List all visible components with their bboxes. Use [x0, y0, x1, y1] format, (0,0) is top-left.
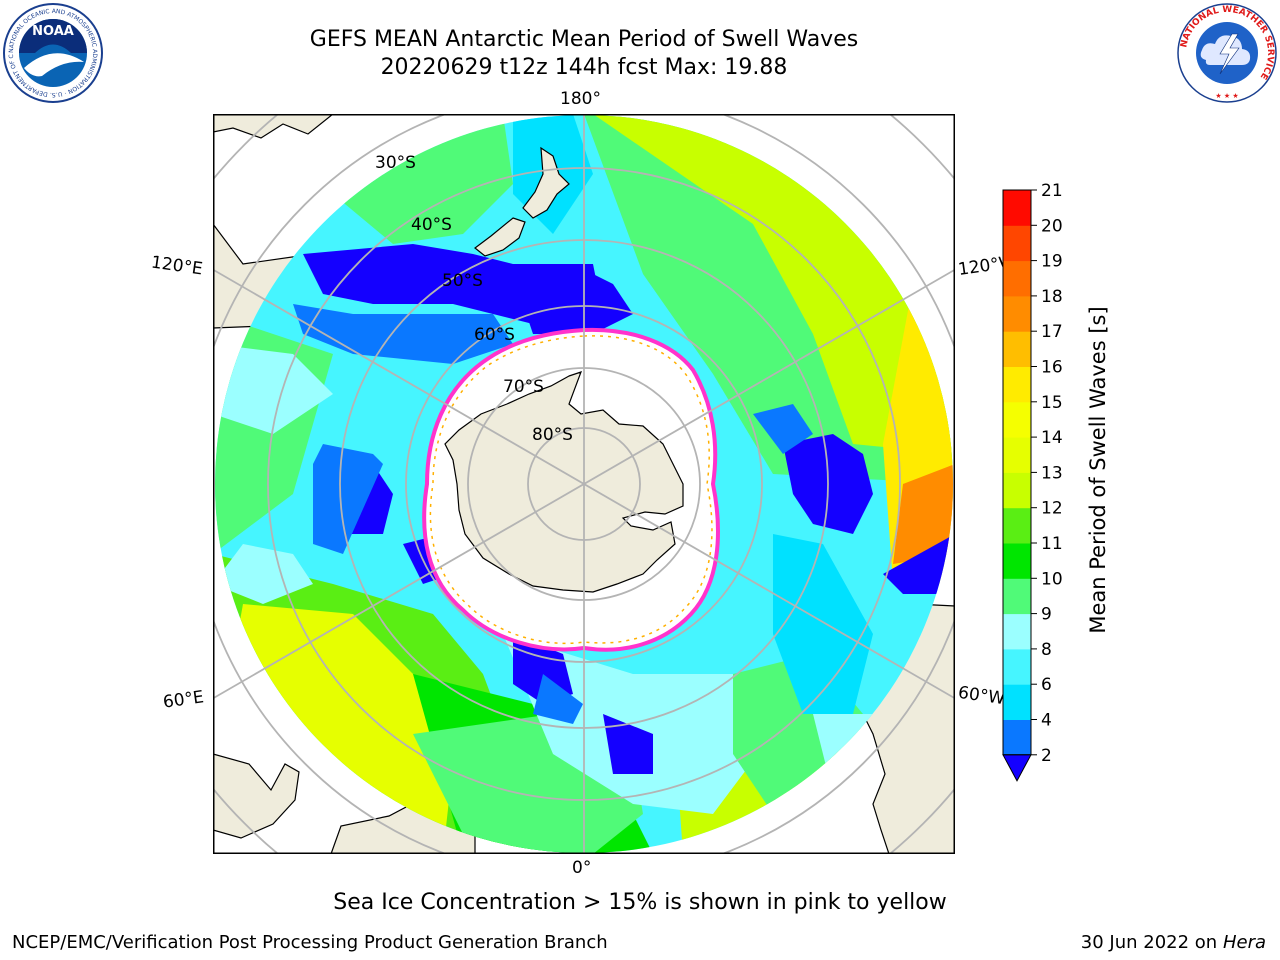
- colorbar-tick-label: 14: [1041, 428, 1063, 448]
- colorbar-bin: [1003, 401, 1031, 438]
- colorbar-bin: [1003, 295, 1031, 332]
- colorbar-under-arrow: [1002, 754, 1032, 782]
- lon-label-60e: 60°E: [161, 687, 206, 713]
- colorbar-tick-label: 15: [1041, 393, 1063, 413]
- colorbar-bin: [1003, 578, 1031, 615]
- colorbar-tick-label: 13: [1041, 463, 1063, 483]
- colorbar-tick-label: 21: [1041, 181, 1063, 201]
- colorbar-tick-label: 17: [1041, 322, 1063, 342]
- colorbar-bin: [1003, 366, 1031, 403]
- lat-label-50s: 50°S: [442, 271, 483, 291]
- chart-title: GEFS MEAN Antarctic Mean Period of Swell…: [309, 27, 859, 52]
- colorbar-bin: [1003, 260, 1031, 297]
- colorbar-bin: [1003, 719, 1031, 756]
- lat-label-40s: 40°S: [411, 215, 452, 235]
- lon-label-120e: 120°E: [149, 252, 204, 280]
- colorbar-tick-label: 11: [1041, 534, 1063, 554]
- colorbar-bin: [1003, 437, 1031, 473]
- graticule: [213, 114, 955, 854]
- colorbar-tick-label: 6: [1041, 675, 1052, 695]
- polar-map: 30°S 40°S 50°S 60°S 70°S 80°S: [213, 114, 955, 854]
- colorbar-tick-label: 16: [1041, 358, 1063, 378]
- colorbar-bin: [1003, 472, 1031, 509]
- sea-ice-note: Sea Ice Concentration > 15% is shown in …: [333, 890, 947, 915]
- colorbar-label: Mean Period of Swell Waves [s]: [1086, 306, 1110, 634]
- colorbar-tick-label: 8: [1041, 640, 1052, 660]
- colorbar-bin: [1003, 613, 1031, 650]
- footer-date-text: 30 Jun 2022 on: [1080, 932, 1218, 953]
- colorbar-bin: [1003, 225, 1031, 262]
- colorbar-bin: [1003, 507, 1031, 544]
- colorbar-bin: [1003, 648, 1031, 685]
- colorbar-tick-label: 10: [1041, 569, 1063, 589]
- lon-label-0: 0°: [572, 858, 592, 878]
- lon-label-180: 180°: [560, 89, 601, 109]
- footer-host: Hera: [1222, 932, 1266, 953]
- chart-subtitle: 20220629 t12z 144h fcst Max: 19.88: [380, 55, 788, 80]
- lat-label-80s: 80°S: [532, 425, 573, 445]
- nws-logo: NATIONAL WEATHER SERVICE ★ ★ ★: [1177, 3, 1277, 103]
- colorbar-bin: [1003, 684, 1031, 720]
- lat-label-60s: 60°S: [474, 325, 515, 345]
- land-new-zealand: [474, 146, 570, 257]
- land-antarctica: [444, 371, 684, 593]
- colorbar-bin: [1003, 331, 1031, 367]
- colorbar-tick-label: 20: [1041, 216, 1063, 236]
- noaa-logo: NATIONAL OCEANIC AND ATMOSPHERIC ADMINIS…: [2, 2, 103, 103]
- colorbar: 2 4 6 8 9 10 11 12 13 14 15 16 17 18 19 20 21: [1002, 181, 1063, 782]
- colorbar-tick-label: 19: [1041, 252, 1063, 272]
- noaa-logo-text: NOAA: [32, 24, 74, 39]
- colorbar-tick-label: 18: [1041, 287, 1063, 307]
- footer-date: 30 Jun 2022 on Hera: [1081, 932, 1266, 953]
- colorbar-tick-label: 9: [1041, 605, 1052, 625]
- lat-label-30s: 30°S: [375, 153, 416, 173]
- colorbar-tick-label: 4: [1041, 711, 1052, 731]
- colorbar-bin: [1003, 190, 1031, 226]
- lat-label-70s: 70°S: [503, 377, 544, 397]
- map-frame: [213, 114, 955, 854]
- colorbar-tick-label: 12: [1041, 499, 1063, 519]
- colorbar-bin: [1003, 543, 1031, 579]
- svg-text:★ ★ ★: ★ ★ ★: [1215, 92, 1238, 100]
- colorbar-tick-label: 2: [1041, 746, 1052, 766]
- footer-credit: NCEP/EMC/Verification Post Processing Pr…: [12, 932, 608, 953]
